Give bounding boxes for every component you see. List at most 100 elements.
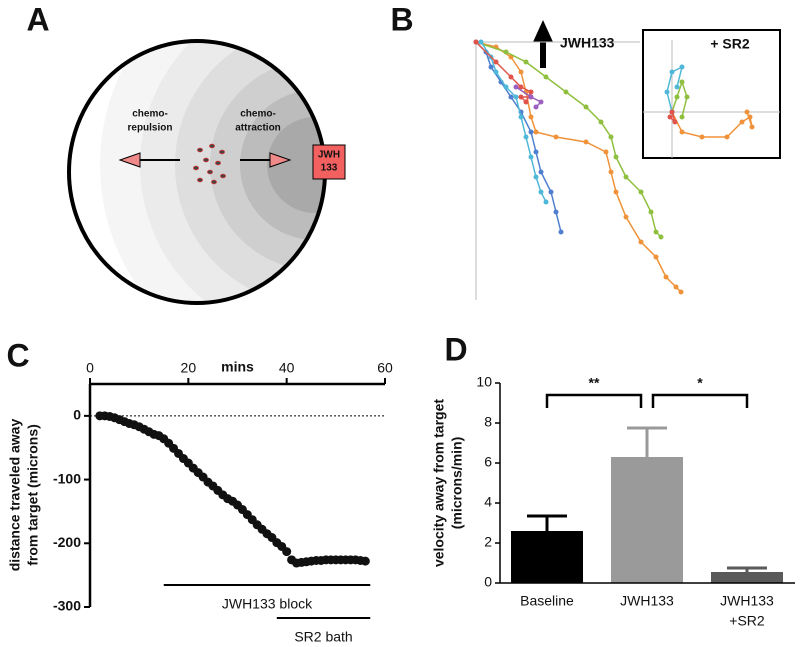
point: [360, 556, 370, 566]
trajectory-point: [533, 104, 539, 110]
y-axis-label-line: distance traveled away: [7, 419, 23, 572]
significance-label: *: [697, 375, 703, 391]
trajectory-point: [744, 109, 750, 115]
y-tick-label: 8: [484, 414, 492, 430]
arrows: [118, 144, 346, 180]
trajectory-point: [699, 134, 705, 140]
x-tick-label: JWH133: [620, 593, 674, 609]
trajectory-point: [653, 229, 659, 235]
trajectory: [515, 86, 543, 108]
trajectory-point: [669, 109, 675, 115]
trajectory-point: [518, 114, 524, 120]
panel-label: C: [6, 337, 29, 373]
y-tick-label: -100: [53, 470, 81, 486]
y-axis-label: velocity away from target (microns/min): [431, 399, 465, 567]
trajectory-point: [603, 149, 609, 155]
significance-label: **: [589, 375, 600, 391]
trajectory-point: [648, 209, 654, 215]
trajectory-point: [518, 69, 524, 75]
trajectory-point: [679, 114, 685, 120]
trajectory-point: [538, 99, 544, 105]
trajectory-point: [528, 154, 534, 160]
point: [282, 547, 292, 557]
trajectory-point: [673, 284, 679, 290]
y-axis-label-line: (microns/min): [449, 437, 465, 530]
bar: [611, 457, 683, 583]
trajectory-point: [679, 129, 685, 135]
trajectory-point: [663, 274, 669, 280]
trajectory-point: [508, 94, 514, 100]
trajectory-point: [528, 89, 534, 95]
repulsion-label: repulsion: [127, 123, 172, 134]
target-label: 133: [321, 163, 338, 174]
trajectory-point: [503, 84, 509, 90]
target-label: JWH: [318, 150, 340, 161]
x-tick-label: Baseline: [520, 593, 574, 609]
panel-label: A: [26, 1, 49, 37]
gradient: [69, 41, 325, 303]
bar: [511, 531, 583, 583]
trajectory-point: [538, 189, 544, 195]
trajectory-point: [528, 129, 534, 135]
repulsion-label: chemo-: [132, 109, 168, 120]
trajectory: [475, 41, 682, 293]
trajectory-point: [739, 119, 745, 125]
trajectory-point: [678, 289, 684, 295]
bar: [711, 572, 783, 583]
trajectory-point: [638, 189, 644, 195]
trajectory-point: [473, 39, 479, 45]
trajectory-point: [508, 74, 514, 80]
trajectory-point: [478, 39, 484, 45]
trajectory-point: [493, 59, 499, 65]
treatment-label: SR2 bath: [294, 629, 352, 645]
trajectory-point: [623, 174, 629, 180]
y-axis-label-line: velocity away from target: [431, 399, 447, 567]
y-axis-label-line: from target (microns): [25, 424, 41, 566]
trajectory-point: [493, 69, 499, 75]
y-axis-label: distance traveled away from target (micro…: [7, 419, 41, 572]
trajectory-point: [583, 104, 589, 110]
y-tick-label: 0: [484, 574, 492, 590]
trajectory-point: [623, 214, 629, 220]
y-tick-label: -300: [53, 598, 81, 614]
trajectory-point: [653, 254, 659, 260]
trajectory-point: [513, 84, 519, 90]
trajectory-point: [548, 189, 554, 195]
x-axis-label: mins: [221, 359, 254, 375]
inset: [664, 64, 755, 140]
trajectory-point: [533, 174, 539, 180]
trajectory-point: [608, 169, 614, 175]
trajectory-point: [553, 209, 559, 215]
x-tick-label: JWH133: [720, 593, 774, 609]
y-tick-label: -200: [53, 534, 81, 550]
cells: [193, 143, 226, 185]
trajectory-point: [513, 94, 519, 100]
trajectory-point: [664, 89, 670, 95]
panel-label: D: [444, 331, 467, 367]
x-tick-label: 0: [86, 360, 94, 376]
attraction-label: chemo-: [240, 109, 276, 120]
inset-label: + SR2: [710, 36, 750, 52]
trajectory-point: [638, 239, 644, 245]
trajectory-point: [667, 114, 673, 120]
significance-bracket: [651, 393, 749, 408]
trajectory-point: [543, 74, 549, 80]
trajectory-point: [518, 94, 524, 100]
trajectory-point: [523, 59, 529, 65]
trajectory-point: [523, 99, 529, 105]
x-tick-label: +SR2: [729, 613, 765, 629]
x-tick-label: 20: [181, 360, 197, 376]
trajectory-point: [538, 169, 544, 175]
trajectory-point: [669, 69, 675, 75]
trajectory-point: [563, 89, 569, 95]
trajectory-point: [528, 114, 534, 120]
trajectory-point: [672, 119, 678, 125]
trajectory-point: [608, 134, 614, 140]
y-tick-label: 6: [484, 454, 492, 470]
y-tick-label: 0: [73, 407, 81, 423]
x-tick-label: 40: [279, 360, 295, 376]
trajectory: [475, 41, 562, 233]
treatment-label: JWH133 block: [222, 596, 313, 612]
